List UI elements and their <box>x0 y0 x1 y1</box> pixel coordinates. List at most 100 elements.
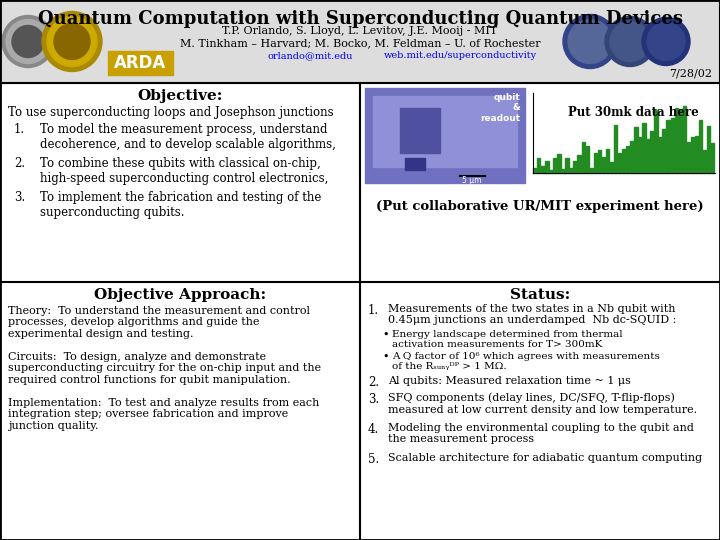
Bar <box>565 158 569 173</box>
Circle shape <box>605 17 655 66</box>
Circle shape <box>563 15 617 69</box>
Bar <box>541 166 544 173</box>
Bar <box>642 123 646 173</box>
Bar <box>618 153 621 173</box>
Bar <box>606 149 609 173</box>
Text: web.mit.edu/superconductivity: web.mit.edu/superconductivity <box>384 51 536 60</box>
Bar <box>585 146 589 173</box>
Bar <box>590 167 593 173</box>
Bar <box>707 126 711 173</box>
Text: SFQ components (delay lines, DC/SFQ, T-flip-flops)
measured at low current densi: SFQ components (delay lines, DC/SFQ, T-f… <box>388 393 697 415</box>
Bar <box>108 51 173 75</box>
Text: •: • <box>382 330 389 340</box>
Text: Circuits:  To design, analyze and demonstrate
superconducting circuitry for the : Circuits: To design, analyze and demonst… <box>8 352 321 385</box>
Text: 1.: 1. <box>14 123 25 136</box>
Bar <box>687 141 690 173</box>
Text: Energy landscape determined from thermal
activation measurements for T> 300mK: Energy landscape determined from thermal… <box>392 330 623 349</box>
Bar <box>658 137 662 173</box>
Text: Modeling the environmental coupling to the qubit and
the measurement process: Modeling the environmental coupling to t… <box>388 423 694 444</box>
Circle shape <box>12 25 44 57</box>
Text: 7/28/02: 7/28/02 <box>669 68 712 78</box>
Circle shape <box>647 23 685 60</box>
Bar <box>703 150 706 173</box>
Bar <box>670 118 674 173</box>
Text: T.P. Orlando, S. Lloyd, L. Levitov, J.E. Mooij - MIT: T.P. Orlando, S. Lloyd, L. Levitov, J.E.… <box>222 26 498 36</box>
Bar <box>537 158 541 173</box>
Text: 3.: 3. <box>14 191 25 204</box>
Text: 5.: 5. <box>368 453 379 466</box>
Bar <box>634 126 637 173</box>
Bar <box>0 0 720 83</box>
Bar <box>582 143 585 173</box>
Bar <box>622 149 626 173</box>
Text: 3.: 3. <box>368 393 379 406</box>
Bar <box>557 154 561 173</box>
Text: Quantum Computation with Superconducting Quantum Devices: Quantum Computation with Superconducting… <box>37 10 683 28</box>
Circle shape <box>42 11 102 71</box>
Text: Theory:  To understand the measurement and control
processes, develop algorithms: Theory: To understand the measurement an… <box>8 306 310 339</box>
Bar <box>695 136 698 173</box>
Bar <box>638 137 642 173</box>
Circle shape <box>47 17 97 66</box>
Text: (Put collaborative UR/MIT experiment here): (Put collaborative UR/MIT experiment her… <box>376 200 704 213</box>
Bar <box>650 131 654 173</box>
Text: M. Tinkham – Harvard; M. Bocko, M. Feldman – U. of Rochester: M. Tinkham – Harvard; M. Bocko, M. Feldm… <box>180 38 540 48</box>
Bar <box>647 139 649 173</box>
Bar <box>365 88 525 183</box>
Text: Objective:: Objective: <box>138 89 222 103</box>
Text: qubit
&
readout: qubit & readout <box>480 93 520 123</box>
Circle shape <box>610 22 650 62</box>
Text: 1.: 1. <box>368 304 379 317</box>
Bar <box>602 157 606 173</box>
Bar <box>549 170 553 173</box>
Circle shape <box>6 19 50 64</box>
Bar <box>630 141 634 173</box>
Bar <box>0 0 720 83</box>
Text: Implementation:  To test and analyze results from each
integration step; oversee: Implementation: To test and analyze resu… <box>8 398 320 431</box>
Bar <box>626 146 629 173</box>
Bar <box>405 158 425 170</box>
Text: To model the measurement process, understand
decoherence, and to develop scalabl: To model the measurement process, unders… <box>40 123 336 151</box>
Bar <box>679 110 682 173</box>
Bar <box>573 161 577 173</box>
Bar <box>614 125 617 173</box>
Bar <box>675 108 678 173</box>
Text: Status:: Status: <box>510 288 570 302</box>
Text: Measurements of the two states in a Nb qubit with
0.45μm junctions an underdampe: Measurements of the two states in a Nb q… <box>388 304 676 326</box>
Text: To use superconducting loops and Josephson junctions: To use superconducting loops and Josephs… <box>8 106 333 119</box>
Text: A Q factor of 10⁶ which agrees with measurements
of the Rₛᵤₙᵧᴰᴾ > 1 MΩ.: A Q factor of 10⁶ which agrees with meas… <box>392 352 660 371</box>
Bar <box>570 168 573 173</box>
Text: •: • <box>382 352 389 362</box>
Text: 4.: 4. <box>368 423 379 436</box>
Bar <box>598 150 601 173</box>
Text: 2.: 2. <box>14 157 25 170</box>
Text: 5 µm: 5 µm <box>462 176 482 185</box>
Text: ARDA: ARDA <box>114 54 166 72</box>
Bar <box>667 120 670 173</box>
Text: orlando@mit.edu: orlando@mit.edu <box>267 51 353 60</box>
Circle shape <box>54 24 90 59</box>
Text: To implement the fabrication and testing of the
superconducting qubits.: To implement the fabrication and testing… <box>40 191 321 219</box>
Bar <box>577 154 581 173</box>
Bar <box>400 108 440 153</box>
Circle shape <box>568 19 612 64</box>
Bar <box>610 162 613 173</box>
Bar <box>594 153 597 173</box>
Text: 2.: 2. <box>368 376 379 389</box>
Text: To combine these qubits with classical on-chip,
high-speed superconducting contr: To combine these qubits with classical o… <box>40 157 328 185</box>
Bar <box>553 158 557 173</box>
Bar <box>373 96 517 167</box>
Text: Objective Approach:: Objective Approach: <box>94 288 266 302</box>
Bar <box>690 138 694 173</box>
Bar <box>654 110 658 173</box>
Text: Al qubits: Measured relaxation time ~ 1 μs: Al qubits: Measured relaxation time ~ 1 … <box>388 376 631 386</box>
Bar <box>662 129 666 173</box>
Bar <box>711 143 714 173</box>
Bar <box>545 161 549 173</box>
Bar <box>683 106 686 173</box>
Bar <box>533 167 536 173</box>
Text: Put 30mk data here: Put 30mk data here <box>568 106 698 119</box>
Circle shape <box>2 16 54 68</box>
Circle shape <box>642 17 690 65</box>
Bar <box>562 169 564 173</box>
